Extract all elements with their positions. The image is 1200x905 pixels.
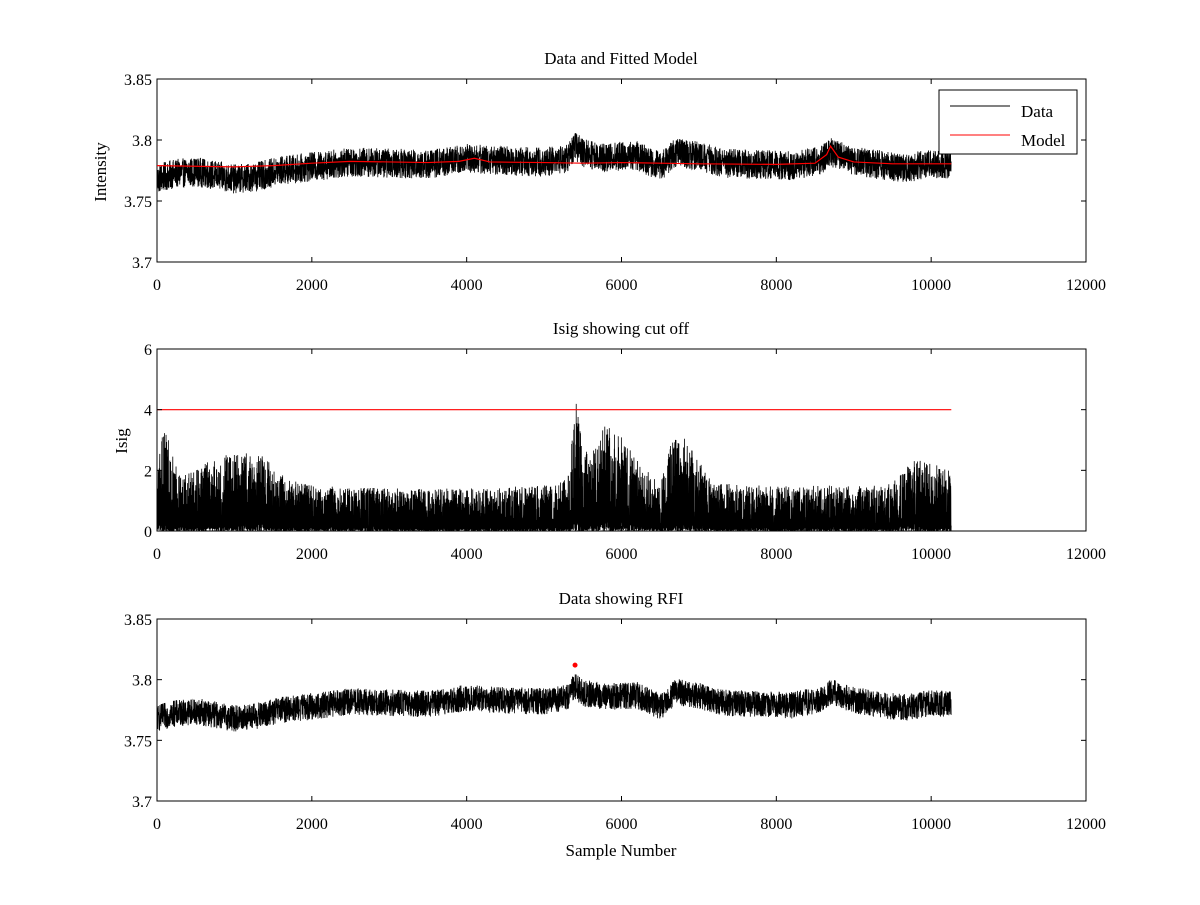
x-tick-label: 12000: [1066, 816, 1106, 833]
panel-data-and-fitted-model: Data and Fitted Model Intensity 0 2000 400…: [91, 49, 1106, 294]
model-series: [157, 144, 952, 168]
x-tick-label: 2000: [296, 277, 328, 294]
legend: Data Model: [938, 89, 1078, 155]
y-axis-label: Isig: [112, 428, 131, 454]
x-tick-label: 6000: [606, 816, 638, 833]
plot-area: [157, 403, 952, 531]
noisy-series: [157, 674, 952, 732]
x-tick-label: 8000: [760, 816, 792, 833]
panel-data-showing-rfi: Data showing RFI Sample Number 0 2000 4000…: [124, 589, 1106, 860]
x-tick-label: 12000: [1066, 546, 1106, 563]
y-tick-label: 3.85: [124, 72, 152, 89]
y-tick-label: 4: [144, 403, 152, 420]
x-tick-label: 6000: [606, 277, 638, 294]
x-tick-label: 12000: [1066, 277, 1106, 294]
isig-series: [157, 403, 952, 531]
chart-title: Isig showing cut off: [553, 319, 689, 338]
y-tick-label: 3.7: [132, 794, 152, 811]
y-tick-label: 3.8: [132, 673, 152, 690]
y-tick-label: 6: [144, 342, 152, 359]
x-tick-label: 8000: [760, 277, 792, 294]
x-tick-label: 2000: [296, 546, 328, 563]
x-tick-label: 4000: [451, 277, 483, 294]
x-tick-label: 0: [153, 546, 161, 563]
panel-isig-showing-cut-off: Isig showing cut off Isig 0 2000 4000 6000 8…: [112, 319, 1106, 563]
legend-box: [938, 89, 1078, 155]
x-tick-label: 6000: [606, 546, 638, 563]
chart-title: Data showing RFI: [559, 589, 684, 608]
x-tick-label: 8000: [760, 546, 792, 563]
x-tick-label: 10000: [911, 277, 951, 294]
legend-label-model: Model: [1021, 131, 1066, 150]
legend-label-data: Data: [1021, 102, 1054, 121]
x-tick-label: 4000: [451, 546, 483, 563]
x-tick-label: 0: [153, 816, 161, 833]
y-tick-label: 3.75: [124, 194, 152, 211]
plot-area: [157, 133, 952, 194]
x-tick-label: 4000: [451, 816, 483, 833]
x-tick-label: 10000: [911, 816, 951, 833]
x-tick-label: 2000: [296, 816, 328, 833]
chart-title: Data and Fitted Model: [544, 49, 698, 68]
y-tick-label: 3.8: [132, 133, 152, 150]
y-tick-label: 3.85: [124, 612, 152, 629]
plot-area: [157, 674, 952, 732]
y-axis-label: Intensity: [91, 142, 110, 202]
y-tick-label: 2: [144, 463, 152, 480]
y-tick-label: 3.7: [132, 255, 152, 272]
rfi-marker: [572, 662, 578, 668]
x-tick-label: 0: [153, 277, 161, 294]
data-series: [157, 133, 952, 194]
y-tick-label: 3.75: [124, 733, 152, 750]
x-axis-label: Sample Number: [566, 841, 677, 860]
x-tick-label: 10000: [911, 546, 951, 563]
y-tick-label: 0: [144, 524, 152, 541]
